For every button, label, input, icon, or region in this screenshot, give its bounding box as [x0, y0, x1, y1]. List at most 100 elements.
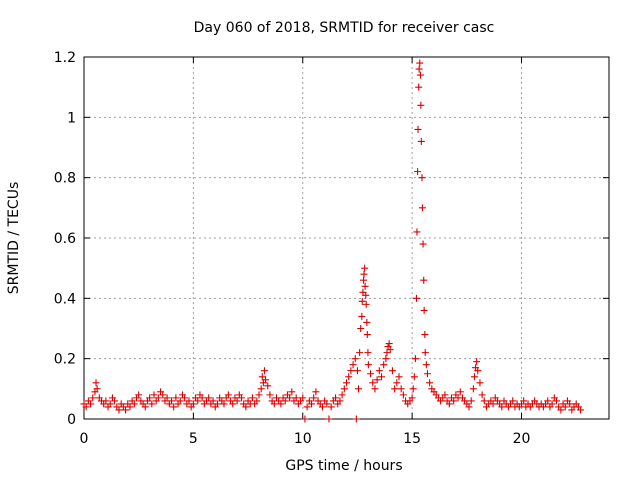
- data-point: [386, 346, 394, 354]
- y-tick-label: 1.2: [54, 50, 76, 66]
- data-point: [292, 394, 300, 402]
- data-point: [301, 415, 309, 423]
- data-point: [286, 394, 294, 402]
- data-point: [185, 397, 193, 405]
- data-point: [312, 388, 320, 396]
- data-point: [577, 406, 585, 414]
- data-point: [299, 394, 307, 402]
- data-point: [351, 355, 359, 363]
- data-point: [421, 349, 429, 357]
- data-point: [380, 361, 388, 369]
- data-point: [363, 318, 371, 326]
- data-point: [93, 385, 101, 393]
- data-point: [126, 403, 134, 411]
- grid-lines: [84, 57, 609, 419]
- data-point: [82, 403, 90, 411]
- data-point: [141, 403, 149, 411]
- data-point: [281, 397, 289, 405]
- data-point: [327, 403, 335, 411]
- data-point: [150, 391, 158, 399]
- data-point: [375, 367, 383, 375]
- data-point: [383, 349, 391, 357]
- data-point: [361, 282, 369, 290]
- axis-ticks: [83, 56, 609, 420]
- data-point: [414, 168, 422, 176]
- data-point: [242, 403, 250, 411]
- data-point: [544, 397, 552, 405]
- data-point: [416, 59, 424, 67]
- data-point: [355, 385, 363, 393]
- data-point: [548, 400, 556, 408]
- data-point: [566, 400, 574, 408]
- data-point: [362, 300, 370, 308]
- data-point: [418, 204, 426, 212]
- data-point: [358, 312, 366, 320]
- data-point: [233, 397, 241, 405]
- data-points: [80, 59, 585, 423]
- x-tick-label: 15: [403, 431, 421, 447]
- data-point: [323, 400, 331, 408]
- x-tick-label: 20: [513, 431, 531, 447]
- data-point: [255, 391, 263, 399]
- data-point: [489, 400, 497, 408]
- x-tick-label: 0: [80, 431, 89, 447]
- x-tick-labels: 0 5 10 15 20: [80, 431, 531, 447]
- data-point: [343, 379, 350, 387]
- data-point: [410, 373, 418, 381]
- data-point: [353, 367, 361, 375]
- data-point: [336, 397, 344, 405]
- data-point: [264, 382, 272, 390]
- data-point: [238, 394, 245, 402]
- data-point: [561, 403, 569, 411]
- data-point: [421, 331, 429, 339]
- x-axis-label: GPS time / hours: [285, 458, 402, 474]
- data-point: [198, 394, 206, 402]
- data-point: [467, 397, 475, 405]
- data-point: [189, 400, 197, 408]
- y-tick-label: 0.8: [54, 171, 76, 187]
- data-point: [426, 379, 434, 387]
- data-point: [363, 331, 371, 339]
- data-point: [473, 358, 481, 366]
- x-tick-label: 5: [189, 431, 198, 447]
- y-tick-label: 0: [67, 412, 76, 428]
- data-point: [318, 403, 326, 411]
- data-point: [417, 137, 425, 145]
- data-point: [474, 367, 482, 375]
- data-point: [258, 373, 266, 381]
- data-point: [414, 125, 422, 133]
- data-point: [266, 391, 274, 399]
- data-point: [480, 397, 488, 405]
- y-tick-label: 0.2: [54, 352, 76, 368]
- data-point: [388, 367, 396, 375]
- data-point: [397, 385, 405, 393]
- data-point: [229, 400, 237, 408]
- data-point: [360, 270, 368, 278]
- data-point: [382, 355, 390, 363]
- data-point: [465, 403, 473, 411]
- data-point: [310, 394, 318, 402]
- data-point: [253, 397, 261, 405]
- data-point: [106, 400, 114, 408]
- data-point: [87, 400, 95, 408]
- data-point: [224, 391, 232, 399]
- data-point: [478, 391, 486, 399]
- data-point: [399, 391, 407, 399]
- data-point: [146, 394, 154, 402]
- data-point: [111, 397, 119, 405]
- data-point: [409, 385, 417, 393]
- data-point: [172, 394, 180, 402]
- y-tick-labels: 0 0.2 0.4 0.6 0.8 1 1.2: [54, 50, 76, 428]
- data-point: [362, 291, 370, 299]
- data-point: [205, 394, 213, 402]
- data-point: [277, 400, 285, 408]
- data-point: [470, 373, 478, 381]
- data-point: [347, 367, 355, 375]
- data-point: [417, 101, 425, 109]
- y-tick-label: 0.6: [54, 231, 76, 247]
- data-point: [340, 385, 348, 393]
- data-point: [358, 297, 366, 305]
- data-point: [476, 379, 484, 387]
- data-point: [415, 65, 423, 73]
